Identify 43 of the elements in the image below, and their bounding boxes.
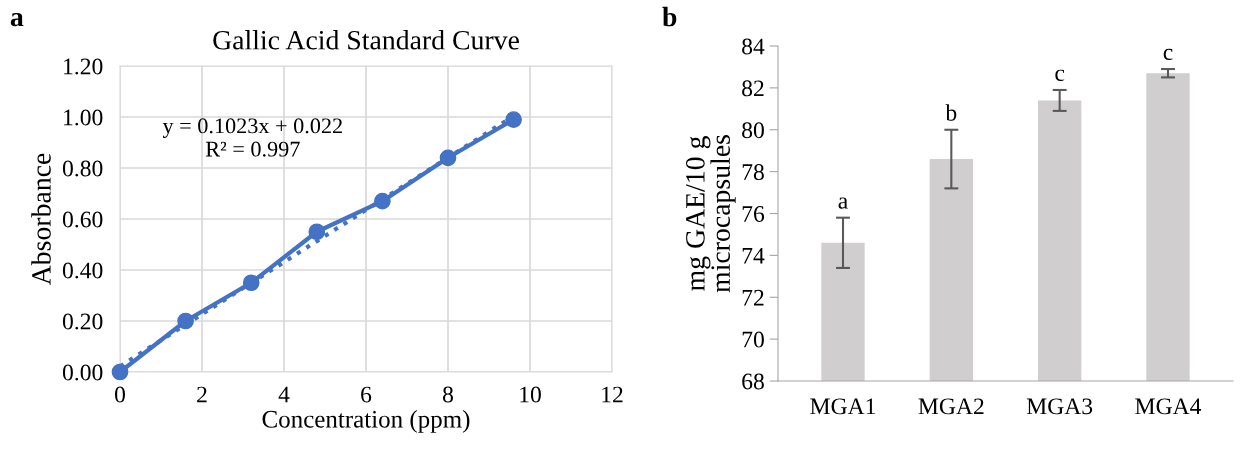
x-tick-label: MGA3 xyxy=(1026,398,1093,415)
x-axis-title: Concentration (ppm) xyxy=(262,410,470,433)
point xyxy=(111,363,129,381)
y-axis-title: Absorbance xyxy=(31,153,51,286)
point xyxy=(242,274,260,292)
point xyxy=(505,111,522,128)
y-tick-label: 1.00 xyxy=(64,109,103,126)
x-tick-label: 8 xyxy=(443,386,453,403)
y-tick-label: 72 xyxy=(742,289,764,306)
text: b xyxy=(662,6,677,27)
chart-title: Gallic Acid Standard Curve xyxy=(213,30,519,50)
y-tick-label: 68 xyxy=(742,373,764,390)
annotation: c xyxy=(1163,48,1173,61)
annotation: b xyxy=(945,104,957,121)
y-tick-label: 70 xyxy=(742,331,764,348)
x-tick-label: 12 xyxy=(602,386,623,403)
y-tick-label: 0.80 xyxy=(62,160,103,177)
y-tick-label: 0.20 xyxy=(62,313,103,330)
x-tick-label: MGA1 xyxy=(810,398,876,415)
y-tick-label: 0.40 xyxy=(62,262,103,279)
x-tick-label: 2 xyxy=(197,386,207,403)
x-tick-label: MGA4 xyxy=(1135,398,1202,415)
annotation: y = 0.1023x + 0.022 R² = 0.997 xyxy=(162,118,342,157)
annotation: c xyxy=(1055,69,1065,82)
y-tick-label: 0.00 xyxy=(62,364,103,381)
x-tick-label: 4 xyxy=(278,386,290,403)
y-axis-title: mg GAE/10 g microcapsules xyxy=(685,135,736,293)
y-tick-label: 80 xyxy=(742,122,764,139)
point xyxy=(439,149,457,167)
y-tick-label: 1.20 xyxy=(64,58,103,75)
x-tick-label: MGA2 xyxy=(918,398,984,415)
annotation: a xyxy=(838,197,848,209)
x-tick-label: 6 xyxy=(361,386,372,403)
y-tick-label: 74 xyxy=(742,248,765,264)
y-tick-label: 0.60 xyxy=(62,211,103,228)
y-tick-label: 82 xyxy=(742,80,764,97)
point xyxy=(308,223,326,241)
y-tick-label: 76 xyxy=(742,206,765,222)
y-tick-label: 84 xyxy=(742,38,765,55)
y-tick-label: 78 xyxy=(742,164,764,181)
x-tick-label: 10 xyxy=(520,386,541,403)
text: a xyxy=(10,13,24,27)
x-tick-label: 0 xyxy=(115,386,125,403)
